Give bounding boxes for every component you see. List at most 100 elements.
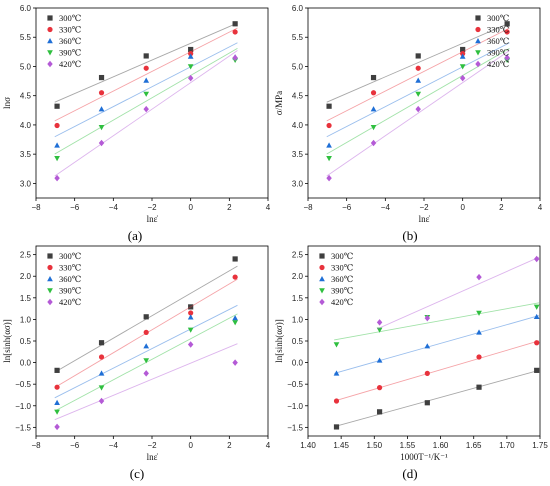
legend-marker [47,60,53,68]
legend-label: 300℃ [59,251,81,261]
y-tick-label: 0.5 [292,337,304,346]
data-point [98,106,105,112]
data-point [415,105,421,113]
fit-line-420℃ [54,343,238,421]
data-point [415,53,421,59]
legend-label: 330℃ [487,25,509,35]
data-point [460,46,466,53]
chart-panel-2: −8 −6 −4 −2 0 2 4 3.0 3.5 4.0 4.5 5.0 5.5 6.0 lnε̇ σ/MP… [274,4,543,243]
fit-line-360℃ [326,42,510,138]
x-axis-label: lnε̇ [147,214,159,224]
y-tick-label: −1.5 [287,423,303,432]
x-axis-label: lnε̇ [419,214,431,224]
data-point [143,53,149,59]
fit-line-420℃ [54,50,238,177]
y-axis-label: ln[sinh(ασ)] [2,319,12,363]
legend-label: 330℃ [59,25,81,35]
data-point [376,327,383,333]
data-point [424,314,431,322]
data-point [370,106,377,112]
data-point [188,46,194,53]
data-point [504,29,510,35]
x-tick-label: −6 [342,203,352,212]
data-point [370,125,377,131]
data-point [188,304,194,310]
data-point [504,21,510,27]
data-point [143,358,150,364]
legend-marker [475,38,481,44]
data-point [98,74,105,81]
y-tick-label: 1.0 [292,315,304,324]
y-tick-label: 3.5 [20,150,32,159]
legend-marker [47,253,53,259]
data-point [143,91,150,97]
data-point [54,156,60,162]
x-tick-label: −8 [31,203,41,212]
y-tick-label: −1.0 [15,402,31,411]
data-point [333,342,340,348]
data-point [143,105,149,113]
y-tick-label: 1.5 [20,294,32,303]
x-tick-label: 0 [188,203,193,212]
legend-marker [47,288,53,294]
y-tick-label: 3.5 [292,150,304,159]
y-axis-label: ln[sinh(ασ)] [274,319,284,363]
fit-line-330℃ [54,27,238,122]
legend-label: 300℃ [59,13,81,23]
data-point [232,256,238,262]
data-point [232,320,238,326]
legend-marker [475,26,481,33]
data-point [534,340,540,346]
data-point [476,273,482,281]
data-point [459,64,466,70]
data-point [333,398,340,404]
legend-marker [475,60,481,68]
data-point [376,409,383,415]
y-tick-label: 4.5 [20,92,32,101]
data-point [333,424,340,430]
legend-marker [475,15,481,21]
y-tick-label: 5.0 [292,62,304,71]
data-point [143,65,149,71]
panel-caption: (b) [402,228,417,243]
x-tick-label: 2 [499,203,504,212]
data-point [54,409,60,415]
legend-label: 330℃ [331,263,353,273]
y-tick-label: −0.5 [15,380,31,389]
y-tick-label: 2.5 [292,251,304,260]
data-point [98,397,105,405]
fit-line-330℃ [334,340,540,402]
fit-line-330℃ [326,27,510,122]
x-tick-label: −8 [31,441,41,450]
y-axis-label: σ/MPa [274,91,284,115]
y-tick-label: 2.0 [292,272,304,281]
x-tick-label: 1.45 [333,441,349,450]
y-tick-label: −1.0 [287,402,303,411]
y-tick-label: 3.0 [20,179,32,188]
x-tick-label: 1.70 [499,441,515,450]
legend-label: 420℃ [59,59,81,69]
data-point [187,74,194,82]
fit-line-390℃ [326,48,510,155]
data-point [232,21,238,27]
legend-marker [475,50,481,56]
y-tick-label: 0.0 [292,359,304,368]
y-tick-label: −1.5 [15,423,31,432]
y-tick-label: 0.0 [20,359,32,368]
fit-line-300℃ [334,369,540,428]
legend-label: 360℃ [59,274,81,284]
data-point [54,103,60,109]
data-point [326,103,332,109]
data-point [143,370,149,377]
legend-label: 390℃ [59,286,81,296]
data-point [98,340,105,346]
data-point [232,274,238,280]
data-point [370,90,377,96]
y-tick-label: 1.0 [20,315,32,324]
y-axis-label: lnσ [2,97,12,109]
x-tick-label: −6 [70,203,80,212]
data-point [534,367,540,373]
y-tick-label: 5.5 [20,33,32,42]
legend-marker [47,38,53,44]
panel-caption: (a) [128,228,142,243]
